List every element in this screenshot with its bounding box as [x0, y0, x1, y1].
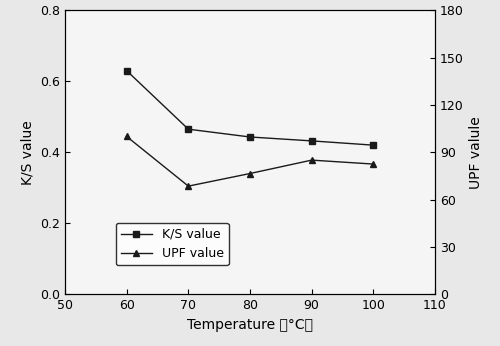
Y-axis label: UPF valule: UPF valule [470, 116, 484, 189]
K/S value [370, 143, 376, 147]
UPF value [186, 184, 192, 188]
UPF value [124, 134, 130, 138]
K/S value [124, 69, 130, 73]
K/S value [308, 139, 314, 143]
Line: UPF value: UPF value [123, 133, 377, 190]
UPF value [247, 171, 253, 175]
UPF value [308, 158, 314, 162]
X-axis label: Temperature （°C）: Temperature （°C） [187, 318, 313, 331]
Legend: K/S value, UPF value: K/S value, UPF value [116, 223, 229, 265]
K/S value [186, 127, 192, 131]
Line: K/S value: K/S value [123, 67, 377, 149]
K/S value [247, 135, 253, 139]
Y-axis label: K/S value: K/S value [20, 120, 34, 185]
UPF value [370, 162, 376, 166]
